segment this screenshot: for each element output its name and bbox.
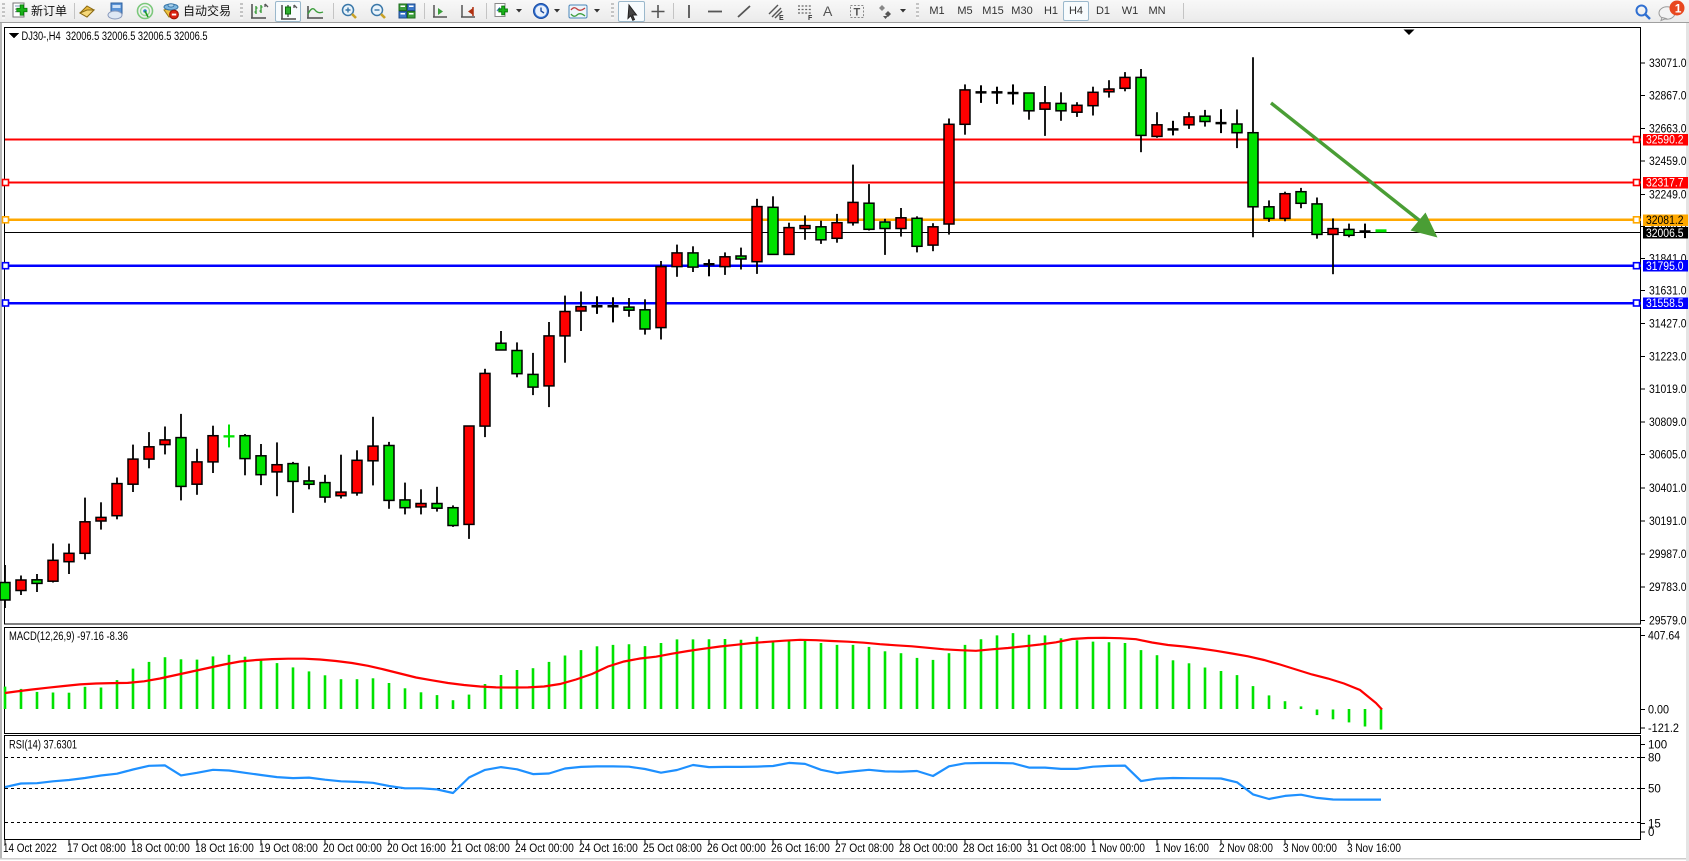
svg-text:30605.0: 30605.0 xyxy=(1649,450,1687,462)
svg-text:0.00: 0.00 xyxy=(1648,705,1669,717)
svg-text:1: 1 xyxy=(1675,1,1682,15)
svg-text:32459.0: 32459.0 xyxy=(1649,156,1687,168)
svg-text:31631.0: 31631.0 xyxy=(1649,286,1687,298)
svg-text:14 Oct 2022: 14 Oct 2022 xyxy=(3,843,57,855)
svg-text:30809.0: 30809.0 xyxy=(1649,417,1687,429)
svg-text:F: F xyxy=(808,15,813,21)
svg-text:30401.0: 30401.0 xyxy=(1649,483,1687,495)
svg-text:100: 100 xyxy=(1648,740,1667,752)
svg-text:18 Oct 00:00: 18 Oct 00:00 xyxy=(131,843,190,855)
svg-text:27 Oct 08:00: 27 Oct 08:00 xyxy=(835,843,894,855)
svg-text:26 Oct 00:00: 26 Oct 00:00 xyxy=(707,843,766,855)
svg-text:31 Oct 08:00: 31 Oct 08:00 xyxy=(1027,843,1086,855)
svg-text:32249.0: 32249.0 xyxy=(1649,189,1687,201)
svg-text:1 Nov 00:00: 1 Nov 00:00 xyxy=(1091,843,1145,855)
svg-text:32317.7: 32317.7 xyxy=(1646,178,1684,190)
svg-text:29987.0: 29987.0 xyxy=(1649,549,1687,561)
svg-text:-121.2: -121.2 xyxy=(1648,723,1679,735)
svg-text:29579.0: 29579.0 xyxy=(1649,616,1687,628)
svg-text:28 Oct 00:00: 28 Oct 00:00 xyxy=(899,843,958,855)
svg-text:32006.5: 32006.5 xyxy=(1646,228,1684,240)
svg-text:29783.0: 29783.0 xyxy=(1649,582,1687,594)
svg-text:26 Oct 16:00: 26 Oct 16:00 xyxy=(771,843,830,855)
svg-text:31795.0: 31795.0 xyxy=(1646,261,1684,273)
svg-text:21 Oct 08:00: 21 Oct 08:00 xyxy=(451,843,510,855)
svg-text:RSI(14) 37.6301: RSI(14) 37.6301 xyxy=(9,740,77,752)
svg-text:20 Oct 16:00: 20 Oct 16:00 xyxy=(387,843,446,855)
svg-text:DJ30-,H4 32006.5 32006.5 3200: DJ30-,H4 32006.5 32006.5 32006.5 32006.5 xyxy=(22,31,208,43)
svg-text:33071.0: 33071.0 xyxy=(1649,58,1687,70)
svg-text:3 Nov 00:00: 3 Nov 00:00 xyxy=(1283,843,1337,855)
svg-text:31427.0: 31427.0 xyxy=(1649,319,1687,331)
svg-text:19 Oct 08:00: 19 Oct 08:00 xyxy=(259,843,318,855)
svg-text:15: 15 xyxy=(1648,818,1661,830)
svg-text:MACD(12,26,9) -97.16 -8.36: MACD(12,26,9) -97.16 -8.36 xyxy=(9,631,128,643)
svg-text:24 Oct 16:00: 24 Oct 16:00 xyxy=(579,843,638,855)
svg-text:30191.0: 30191.0 xyxy=(1649,516,1687,528)
svg-text:32081.2: 32081.2 xyxy=(1646,215,1684,227)
svg-text:31223.0: 31223.0 xyxy=(1649,351,1687,363)
svg-text:32663.0: 32663.0 xyxy=(1649,123,1687,135)
svg-text:T: T xyxy=(854,7,861,19)
svg-text:25 Oct 08:00: 25 Oct 08:00 xyxy=(643,843,702,855)
svg-text:28 Oct 16:00: 28 Oct 16:00 xyxy=(963,843,1022,855)
svg-text:17 Oct 08:00: 17 Oct 08:00 xyxy=(67,843,126,855)
svg-text:31019.0: 31019.0 xyxy=(1649,384,1687,396)
svg-text:2 Nov 08:00: 2 Nov 08:00 xyxy=(1219,843,1273,855)
svg-text:20 Oct 00:00: 20 Oct 00:00 xyxy=(323,843,382,855)
svg-text:407.64: 407.64 xyxy=(1648,631,1681,643)
svg-text:31558.5: 31558.5 xyxy=(1646,298,1684,310)
svg-text:80: 80 xyxy=(1648,752,1661,764)
svg-text:E: E xyxy=(779,15,784,21)
svg-text:32867.0: 32867.0 xyxy=(1649,91,1687,103)
svg-text:50: 50 xyxy=(1648,783,1661,795)
svg-text:0: 0 xyxy=(1648,827,1654,839)
svg-text:18 Oct 16:00: 18 Oct 16:00 xyxy=(195,843,254,855)
svg-text:3 Nov 16:00: 3 Nov 16:00 xyxy=(1347,843,1401,855)
svg-text:1 Nov 16:00: 1 Nov 16:00 xyxy=(1155,843,1209,855)
svg-text:24 Oct 00:00: 24 Oct 00:00 xyxy=(515,843,574,855)
svg-text:32590.2: 32590.2 xyxy=(1646,135,1684,147)
